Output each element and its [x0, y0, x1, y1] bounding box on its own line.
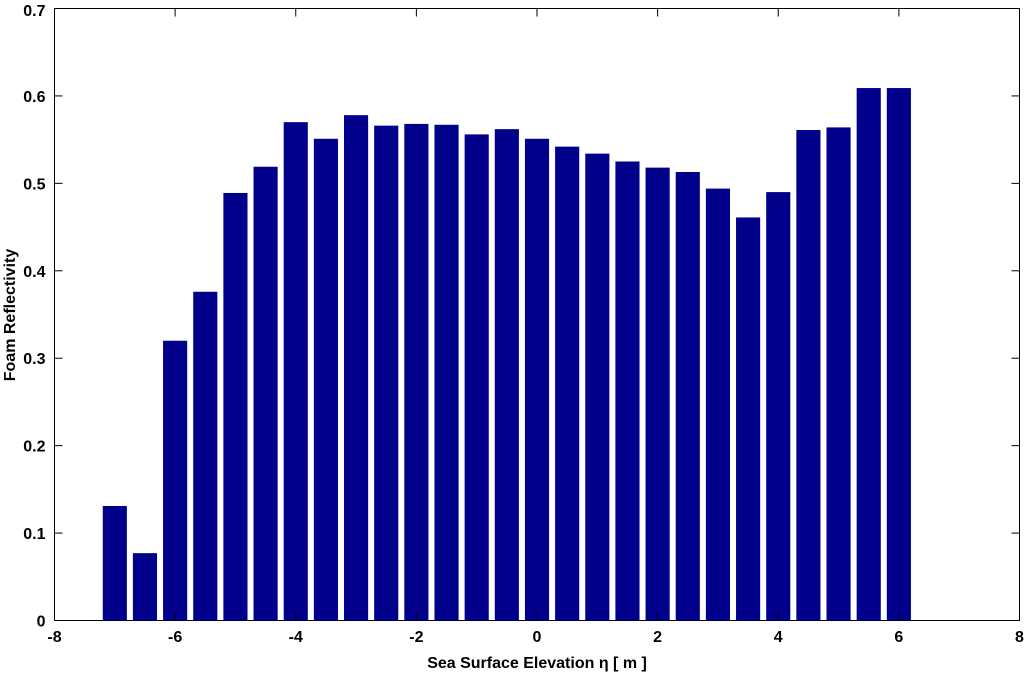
- y-axis-label: Foam Reflectivity: [2, 249, 19, 382]
- bar-1: [132, 553, 158, 621]
- y-tick-label: 0.5: [23, 176, 45, 193]
- bar-8: [344, 115, 369, 621]
- bar-20: [705, 188, 730, 621]
- y-tick-label: 0.1: [23, 526, 45, 543]
- x-tick-label: -6: [168, 629, 182, 646]
- bar-9: [374, 125, 399, 621]
- bars-group: [102, 88, 911, 621]
- bar-12: [464, 134, 489, 621]
- bar-4: [223, 192, 248, 621]
- bar-21: [736, 217, 761, 621]
- bar-18: [645, 167, 670, 621]
- bar-19: [675, 171, 700, 621]
- bar-23: [796, 130, 821, 621]
- x-axis-label: Sea Surface Elevation η [ m ]: [427, 655, 647, 672]
- bar-13: [494, 129, 519, 621]
- bar-5: [253, 166, 278, 621]
- y-tick-label: 0: [37, 614, 46, 631]
- x-tick-label: -4: [289, 629, 303, 646]
- y-axis: 0 0.1 0.2 0.3 0.4 0.5 0.6 0.7: [23, 3, 1020, 631]
- x-tick-label: -8: [47, 629, 61, 646]
- y-tick-label: 0.2: [23, 439, 45, 456]
- bar-17: [615, 161, 640, 621]
- bar-15: [555, 146, 580, 621]
- y-tick-label: 0.7: [23, 3, 45, 20]
- x-tick-label: 0: [533, 629, 542, 646]
- bar-14: [524, 138, 550, 621]
- x-tick-label: 8: [1015, 629, 1024, 646]
- bar-0: [102, 505, 127, 621]
- bar-24: [826, 127, 851, 621]
- y-tick-label: 0.3: [23, 351, 45, 368]
- bar-3: [193, 291, 218, 621]
- x-tick-label: 2: [653, 629, 662, 646]
- x-tick-label: 6: [894, 629, 903, 646]
- x-tick-label: 4: [774, 629, 783, 646]
- x-axis: -8 -6 -4 -2 0 2 4 6 8: [47, 8, 1024, 646]
- bar-11: [434, 124, 459, 621]
- bar-26: [886, 88, 911, 621]
- bar-16: [585, 153, 610, 621]
- bar-10: [404, 123, 429, 621]
- x-tick-label: -2: [409, 629, 423, 646]
- bar-25: [856, 88, 881, 621]
- bar-7: [313, 138, 338, 621]
- bar-6: [283, 122, 308, 621]
- bar-22: [766, 192, 791, 621]
- bar-2: [163, 340, 188, 621]
- y-tick-label: 0.6: [23, 89, 45, 106]
- y-tick-label: 0.4: [23, 264, 45, 281]
